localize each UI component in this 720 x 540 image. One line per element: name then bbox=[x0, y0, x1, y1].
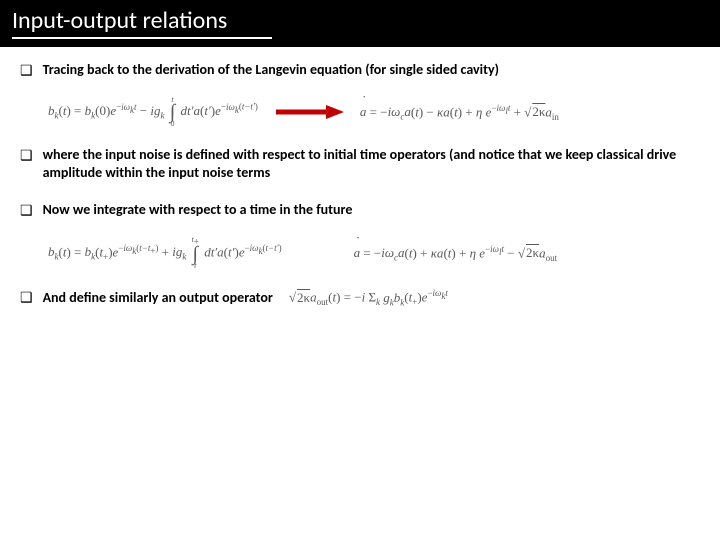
bullet-1: ❑ Tracing back to the derivation of the … bbox=[20, 61, 700, 80]
bullet-1-text: Tracing back to the derivation of the La… bbox=[43, 61, 499, 79]
equation-row-2: bk(t) = bk(t+)e−iωk(t−t+) + igk t+∫t dt′… bbox=[20, 226, 700, 289]
slide-content: ❑ Tracing back to the derivation of the … bbox=[0, 47, 720, 308]
arrow-icon bbox=[274, 104, 344, 120]
equation-2-right: a = −iωca(t) + κa(t) + η e−iωlt − √2κaou… bbox=[354, 244, 558, 263]
bullet-4-text: And define similarly an output operator bbox=[43, 289, 273, 307]
bullet-marker: ❑ bbox=[20, 202, 33, 220]
title-bar: Input-output relations bbox=[0, 0, 720, 47]
equation-1-right: a = −iωca(t) − κa(t) + η e−iωlt + √2κain bbox=[360, 103, 559, 122]
bullet-4: ❑ And define similarly an output operato… bbox=[20, 288, 700, 307]
bullet-marker: ❑ bbox=[20, 289, 33, 307]
equation-row-1: bk(t) = bk(0)e−iωkt − igk t∫0 dt′a(t′)e−… bbox=[20, 86, 700, 146]
equation-3: √2κaout(t) = −i Σk gkbk(t+)e−iωkt bbox=[289, 288, 448, 307]
bullet-marker: ❑ bbox=[20, 62, 33, 80]
bullet-2: ❑ where the input noise is defined with … bbox=[20, 146, 700, 182]
bullet-marker: ❑ bbox=[20, 147, 33, 165]
slide-title: Input-output relations bbox=[12, 6, 708, 35]
bullet-2-text: where the input noise is defined with re… bbox=[43, 146, 700, 182]
title-underline bbox=[12, 37, 272, 39]
equation-2-left: bk(t) = bk(t+)e−iωk(t−t+) + igk t+∫t dt′… bbox=[48, 236, 282, 271]
equation-1-left: bk(t) = bk(0)e−iωkt − igk t∫0 dt′a(t′)e−… bbox=[48, 96, 258, 128]
bullet-3: ❑ Now we integrate with respect to a tim… bbox=[20, 201, 700, 220]
bullet-3-text: Now we integrate with respect to a time … bbox=[43, 201, 353, 219]
